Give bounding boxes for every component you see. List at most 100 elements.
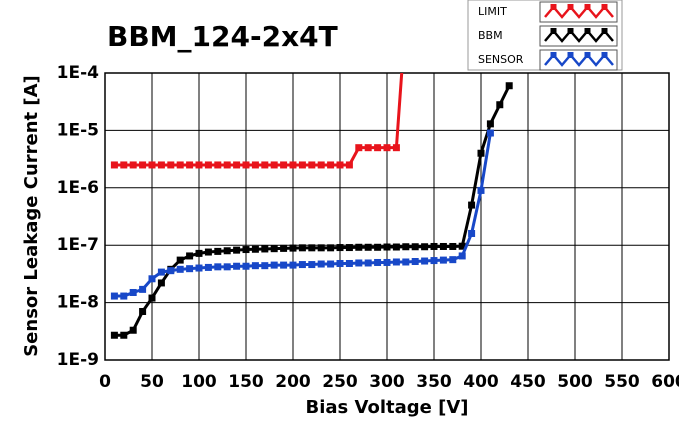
data-point [374,144,382,152]
data-point [298,261,306,269]
data-point [270,261,278,269]
data-point [233,161,241,169]
data-point [233,246,241,254]
data-point [327,244,335,252]
data-point [477,149,485,157]
data-point [308,161,316,169]
data-point [214,247,222,255]
x-tick-label: 600 [651,372,679,392]
data-point [317,244,325,252]
data-point [139,161,147,169]
data-point [430,242,438,250]
y-tick-label: 1E-4 [57,63,99,83]
data-point [411,243,419,251]
data-point [167,161,175,169]
data-point [374,243,382,251]
data-point [383,243,391,251]
data-point [280,261,288,269]
data-point [486,120,494,128]
data-point [468,201,476,209]
y-tick-label: 1E-5 [57,120,99,140]
data-point [402,258,410,266]
legend-marker [550,52,557,58]
legend-marker [584,28,591,34]
data-point [148,275,156,283]
y-axis-label: Sensor Leakage Current [A] [21,75,42,357]
data-point [251,262,259,270]
data-point [157,161,165,169]
data-point [110,161,118,169]
x-tick-label: 150 [228,372,264,392]
legend-label: BBM [478,29,503,42]
data-point [214,161,222,169]
data-point [223,161,231,169]
data-point [308,244,316,252]
data-point [214,263,222,271]
data-point [421,243,429,251]
data-point [242,161,250,169]
data-point [186,252,194,260]
y-tick-label: 1E-9 [57,350,99,370]
data-point [195,161,203,169]
data-point [280,244,288,252]
data-point [355,259,363,267]
data-point [308,261,316,269]
data-point [327,260,335,268]
data-point [439,256,447,264]
data-point [345,244,353,252]
plot-border [104,72,670,361]
data-point [233,262,241,270]
x-tick-label: 0 [99,372,111,392]
data-point [148,161,156,169]
chart-title: BBM_124-2x4T [107,20,338,53]
data-point [477,186,485,194]
data-point [505,82,513,90]
legend-swatch-box [539,1,618,23]
legend-marker [584,4,591,10]
data-point [129,326,137,334]
data-point [289,161,297,169]
data-point [496,101,504,109]
data-point [186,161,194,169]
data-point [204,263,212,271]
data-point [289,244,297,252]
data-point [383,258,391,266]
legend-swatch-box [539,25,618,47]
legend-marker [567,28,574,34]
plot-series [110,73,513,339]
data-point [383,144,391,152]
data-point [251,245,259,253]
data-point [167,267,175,275]
data-point [298,161,306,169]
data-point [392,258,400,266]
data-point [120,331,128,339]
data-point [120,161,128,169]
x-tick-label: 300 [369,372,405,392]
legend-marker [567,4,574,10]
legend-label: LIMIT [478,5,507,18]
data-point [110,331,118,339]
data-point [449,256,457,264]
legend-marker [601,4,608,10]
data-point [261,161,269,169]
legend-line [544,53,614,67]
x-tick-label: 400 [463,372,499,392]
data-point [176,265,184,273]
legend-marker [567,52,574,58]
data-point [148,294,156,302]
data-point [129,161,137,169]
data-point [223,263,231,271]
data-point [364,144,372,152]
data-point [411,258,419,266]
data-point [176,161,184,169]
data-point [355,243,363,251]
data-point [110,292,118,300]
legend-marker [550,4,557,10]
legend-line [544,5,614,19]
legend-marker [584,52,591,58]
data-point [270,245,278,253]
x-tick-label: 550 [604,372,640,392]
data-point [261,262,269,270]
data-point [421,257,429,265]
data-point [157,279,165,287]
